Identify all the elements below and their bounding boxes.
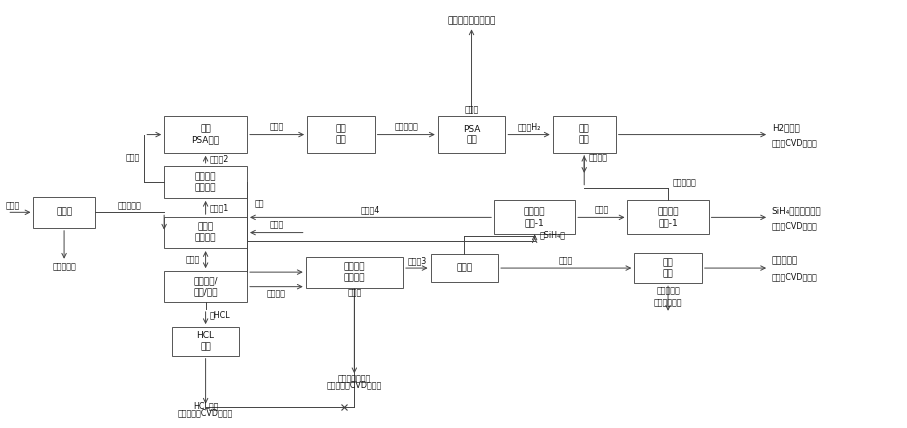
Text: 富氢气: 富氢气 xyxy=(270,123,284,132)
Text: 不凝气4: 不凝气4 xyxy=(361,205,380,214)
Text: 原料气: 原料气 xyxy=(5,202,20,211)
Text: 富甲烷气（燃料气）: 富甲烷气（燃料气） xyxy=(447,16,496,25)
Text: 硫烷提纯
精馏-1: 硫烷提纯 精馏-1 xyxy=(524,207,545,227)
Text: 塔底重组分: 塔底重组分 xyxy=(656,286,680,295)
FancyBboxPatch shape xyxy=(171,327,239,356)
Text: 吸收液: 吸收液 xyxy=(186,255,200,264)
Text: 粗氯硅烷: 粗氯硅烷 xyxy=(267,289,286,298)
FancyBboxPatch shape xyxy=(306,256,403,288)
FancyBboxPatch shape xyxy=(307,116,375,153)
Text: 富SiH₄气: 富SiH₄气 xyxy=(539,230,565,239)
Text: 净化原料气: 净化原料气 xyxy=(118,202,141,211)
Text: PSA
提氢: PSA 提氢 xyxy=(463,125,480,145)
Text: SiH₄产品气产品气: SiH₄产品气产品气 xyxy=(772,206,822,215)
FancyBboxPatch shape xyxy=(164,116,247,153)
Text: 吸收剂: 吸收剂 xyxy=(269,221,284,230)
Text: （返回CVD制程）: （返回CVD制程） xyxy=(772,139,817,148)
FancyBboxPatch shape xyxy=(34,197,94,228)
Text: 处理后燃料气: 处理后燃料气 xyxy=(654,298,682,307)
Text: 不凝气1: 不凝气1 xyxy=(210,203,229,212)
Text: 液体: 液体 xyxy=(254,199,264,208)
Text: 氯硫烷
喂淋吸收: 氯硫烷 喂淋吸收 xyxy=(195,223,217,243)
FancyBboxPatch shape xyxy=(552,116,616,153)
Text: 氯硅烷（产品）: 氯硅烷（产品） xyxy=(337,374,371,383)
Text: 压缩冷凝
气液分离: 压缩冷凝 气液分离 xyxy=(195,172,217,192)
Text: 浓缩气: 浓缩气 xyxy=(125,154,140,163)
Text: 富甲烷: 富甲烷 xyxy=(559,257,573,266)
Text: （部分返回CVD制程）: （部分返回CVD制程） xyxy=(327,381,382,390)
Text: 丙烷
精制: 丙烷 精制 xyxy=(663,258,673,278)
FancyBboxPatch shape xyxy=(164,217,247,248)
Text: 塔底物: 塔底物 xyxy=(347,288,362,297)
Text: 粗HCL: 粗HCL xyxy=(210,310,230,319)
Text: 氯硫烷中
浅冷精馏: 氯硫烷中 浅冷精馏 xyxy=(344,262,366,282)
Text: 不凝气3: 不凝气3 xyxy=(407,257,426,266)
Text: 塔底物: 塔底物 xyxy=(594,205,609,214)
Text: 吸附
净化: 吸附 净化 xyxy=(336,125,346,145)
Text: 超高纯H₂: 超高纯H₂ xyxy=(517,123,541,132)
Text: 丙烷产品气: 丙烷产品气 xyxy=(772,257,798,266)
Text: 解吸气: 解吸气 xyxy=(464,106,479,115)
FancyBboxPatch shape xyxy=(164,271,247,302)
Text: 多级蒸发/
压缩/冷凝: 多级蒸发/ 压缩/冷凝 xyxy=(193,276,218,297)
Text: （返回CVD制程）: （返回CVD制程） xyxy=(772,221,817,230)
Text: 不凝气2: 不凝气2 xyxy=(210,155,229,164)
FancyBboxPatch shape xyxy=(494,200,575,234)
FancyBboxPatch shape xyxy=(438,116,505,153)
Text: 杂质（图）: 杂质（图） xyxy=(53,262,76,271)
FancyBboxPatch shape xyxy=(634,253,702,283)
Text: 塔底重组分: 塔底重组分 xyxy=(673,179,697,188)
Text: H2产品气: H2产品气 xyxy=(772,123,800,132)
FancyBboxPatch shape xyxy=(164,166,247,198)
Text: HCL
精制: HCL 精制 xyxy=(197,331,215,351)
Text: （返回CVD制程）: （返回CVD制程） xyxy=(772,272,817,281)
Text: 中温
PSA浓缩: 中温 PSA浓缩 xyxy=(191,125,219,145)
Text: 硫烷提纯
精馏-1: 硫烷提纯 精馏-1 xyxy=(658,207,678,227)
Text: 氢气
纯化: 氢气 纯化 xyxy=(579,125,590,145)
Text: 净化甲烷氢: 净化甲烷氢 xyxy=(395,123,418,132)
Text: 处理排放: 处理排放 xyxy=(589,153,608,162)
Text: （部分返回CVD制程）: （部分返回CVD制程） xyxy=(178,408,233,417)
FancyBboxPatch shape xyxy=(431,254,498,282)
Text: 预处理: 预处理 xyxy=(56,208,73,217)
Text: 丙烷硫: 丙烷硫 xyxy=(456,264,473,273)
Text: HCL产品: HCL产品 xyxy=(193,401,219,410)
FancyBboxPatch shape xyxy=(628,200,708,234)
